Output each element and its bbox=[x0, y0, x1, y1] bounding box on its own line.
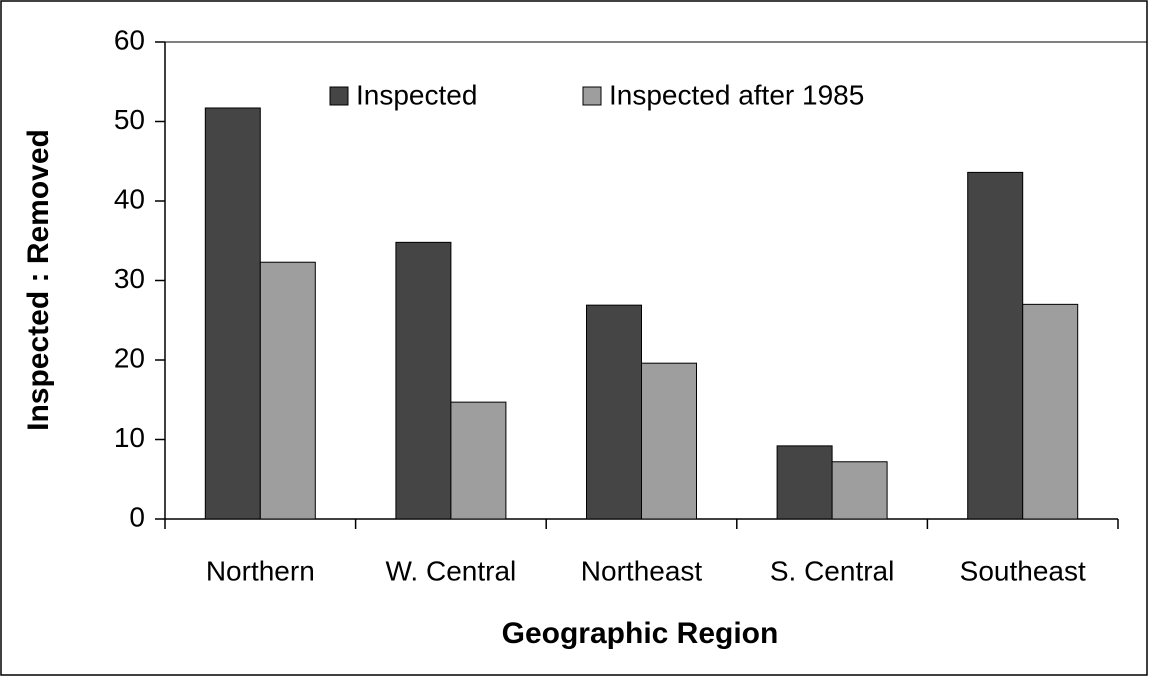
bar bbox=[450, 401, 507, 520]
y-tick-label: 0 bbox=[129, 501, 145, 532]
bar bbox=[586, 304, 642, 520]
bar bbox=[641, 362, 697, 520]
y-tick-label: 40 bbox=[114, 183, 145, 214]
x-tick-label: Southeast bbox=[960, 555, 1086, 586]
y-tick-label: 60 bbox=[114, 24, 145, 55]
x-axis-title: Geographic Region bbox=[502, 617, 779, 650]
x-tick-label: Northeast bbox=[581, 555, 703, 586]
legend-label: Inspected bbox=[356, 79, 477, 110]
y-tick-label: 30 bbox=[114, 263, 145, 294]
x-tick-label: Northern bbox=[206, 555, 315, 586]
x-tick-label: S. Central bbox=[770, 555, 895, 586]
bar bbox=[259, 261, 316, 520]
bar bbox=[204, 107, 261, 520]
bar bbox=[831, 461, 888, 520]
x-tick-label: W. Central bbox=[386, 555, 517, 586]
legend-label: Inspected after 1985 bbox=[609, 79, 864, 110]
legend-swatch bbox=[329, 86, 349, 106]
y-tick-label: 50 bbox=[114, 104, 145, 135]
bar bbox=[1022, 303, 1079, 520]
legend-swatch bbox=[582, 86, 602, 106]
bar bbox=[395, 241, 452, 520]
y-tick-label: 10 bbox=[114, 422, 145, 453]
bar bbox=[776, 445, 833, 520]
y-tick-label: 20 bbox=[114, 342, 145, 373]
bar bbox=[967, 171, 1024, 520]
y-axis-title: Inspected : Removed bbox=[22, 129, 55, 431]
